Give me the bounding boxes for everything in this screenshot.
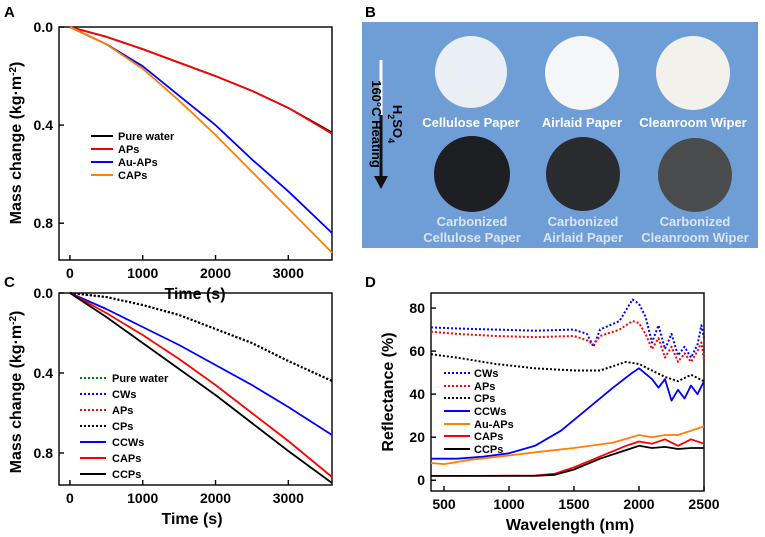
series-line-d-cws-dotted — [430, 298, 705, 359]
photo-label-carbonized-cleanroom: Cleanroom Wiper — [641, 230, 749, 245]
series-line-c-cws-dotted — [69, 292, 333, 382]
legend-label-d-ccps: CCPs — [474, 444, 503, 456]
legend-label-c-cws: CWs — [112, 389, 136, 401]
series-line-a-au-aps — [69, 26, 333, 234]
legend-a: Pure water APs Au-APs CAPs — [91, 131, 175, 182]
panel-label-a: A — [4, 4, 15, 21]
legend-label-c-ccps: CCPs — [112, 469, 141, 481]
photo-label-cellulose-paper: Cellulose Paper — [422, 115, 520, 130]
series-line-d-au-aps — [430, 425, 705, 466]
panel-label-c: C — [4, 274, 15, 291]
photo-panel: 160°C Heating H2SO4 Cellulose Paper Airl… — [362, 22, 758, 248]
photo-label-carbonized-3: Carbonized — [660, 214, 731, 229]
legend-label-d-ccws: CCWs — [474, 406, 506, 418]
y-tick-label-a-1: 0.4 — [34, 117, 54, 133]
legend-c: Pure water CWs APs CPs CCWs CAPs CCPs — [80, 373, 169, 481]
panel-label-b: B — [365, 4, 376, 21]
y-axis-label-c: Mass change (kg·m-2) — [8, 311, 26, 474]
series-line-a-caps — [69, 26, 333, 254]
photo-label-carbonized-2: Carbonized — [548, 214, 619, 229]
x-axis-label-c: Time (s) — [161, 511, 222, 528]
sample-disc-carbonized-cleanroom-wiper — [658, 138, 732, 212]
y-tick-label-a-0: 0.0 — [34, 19, 54, 35]
legend-d: CWs APs CPs CCWs Au-APs CAPs CCPs — [444, 368, 514, 456]
plot-frame-d — [430, 292, 705, 492]
sample-disc-cleanroom-wiper — [656, 36, 730, 110]
legend-label-d-au-aps: Au-APs — [474, 419, 514, 431]
legend-label-d-cps: CPs — [474, 393, 495, 405]
series-line-d-cps-dotted — [430, 353, 705, 383]
series-line-a-aps — [69, 26, 333, 135]
y-tick-label-d-4: 80 — [409, 300, 425, 316]
chart-c: 0 1000 2000 3000 0.0 0.4 0.8 Time (s) Mass cha… — [8, 285, 333, 528]
x-tick-label-c-1000: 1000 — [127, 490, 158, 506]
x-axis-label-d: Wavelength (nm) — [506, 517, 634, 534]
legend-label-caps: CAPs — [118, 170, 147, 182]
treatment-heat-label: 160°C Heating — [369, 80, 384, 168]
photo-label-airlaid-paper: Airlaid Paper — [542, 115, 622, 130]
y-tick-label-c-1: 0.4 — [34, 365, 54, 381]
series-line-c-aps-dotted — [69, 292, 333, 382]
legend-label-d-cws: CWs — [474, 368, 498, 380]
series-line-d-ccws — [431, 367, 705, 460]
sample-disc-cellulose-paper — [435, 36, 507, 108]
x-tick-label-d-2500: 2500 — [688, 496, 719, 512]
series-line-c-ccws — [69, 292, 333, 436]
y-axis-label-d: Reflectance (%) — [380, 332, 397, 451]
series-line-a-pure-water — [69, 26, 333, 134]
legend-label-d-caps: CAPs — [474, 431, 503, 443]
sample-disc-carbonized-airlaid-paper — [546, 137, 620, 211]
x-tick-label-a-0: 0 — [66, 265, 74, 281]
series-line-d-ccps — [431, 444, 704, 477]
legend-label-au-aps: Au-APs — [118, 157, 158, 169]
x-tick-label-c-3000: 3000 — [273, 490, 304, 506]
legend-label-c-caps: CAPs — [112, 453, 141, 465]
panel-label-d: D — [365, 274, 376, 291]
legend-label-d-aps: APs — [474, 381, 495, 393]
legend-label-c-ccws: CCWs — [112, 437, 144, 449]
plot-frame-c — [58, 292, 333, 486]
series-line-d-aps-dotted — [430, 320, 705, 363]
x-tick-label-a-1000: 1000 — [127, 265, 158, 281]
photo-label-carbonized-airlaid: Airlaid Paper — [543, 230, 623, 245]
y-tick-label-d-1: 20 — [409, 429, 425, 445]
legend-label-aps: APs — [118, 144, 139, 156]
series-line-c-pure-water-dotted — [69, 292, 333, 382]
x-tick-label-a-2000: 2000 — [200, 265, 231, 281]
x-tick-label-d-2000: 2000 — [623, 496, 654, 512]
x-tick-label-a-3000: 3000 — [273, 265, 304, 281]
y-tick-label-d-2: 40 — [409, 386, 425, 402]
chart-a: 0 1000 2000 3000 0.0 0.4 0.8 Time (s) Mass cha… — [8, 19, 333, 303]
x-axis-label-a: Time (s) — [164, 286, 225, 303]
plot-frame-a — [58, 26, 333, 261]
y-tick-label-d-3: 60 — [409, 343, 425, 359]
series-line-c-cps-dotted — [69, 292, 333, 382]
legend-label-pure-water: Pure water — [118, 131, 175, 143]
legend-label-c-cps: CPs — [112, 421, 133, 433]
photo-label-carbonized-cellulose: Cellulose Paper — [423, 230, 521, 245]
y-axis-label-a: Mass change (kg·m-2) — [8, 62, 26, 225]
y-tick-label-a-2: 0.8 — [34, 215, 54, 231]
legend-label-c-pure-water: Pure water — [112, 373, 169, 385]
x-tick-label-d-1000: 1000 — [493, 496, 524, 512]
y-tick-label-d-0: 0 — [417, 472, 425, 488]
y-tick-label-c-2: 0.8 — [34, 445, 54, 461]
x-tick-label-c-2000: 2000 — [200, 490, 231, 506]
treatment-arrow-head — [374, 176, 388, 189]
photo-label-cleanroom-wiper: Cleanroom Wiper — [639, 115, 747, 130]
x-tick-label-d-1500: 1500 — [558, 496, 589, 512]
chart-d: 500 1000 1500 2000 2500 0 20 40 60 80 Wavelength … — [380, 292, 720, 534]
treatment-acid-label: H2SO4 — [386, 105, 405, 143]
y-tick-label-c-0: 0.0 — [34, 285, 54, 301]
x-tick-label-c-0: 0 — [66, 490, 74, 506]
legend-label-c-aps: APs — [112, 405, 133, 417]
photo-label-carbonized-1: Carbonized — [437, 214, 508, 229]
series-line-c-caps — [69, 292, 333, 478]
sample-disc-carbonized-cellulose-paper — [434, 136, 510, 212]
sample-disc-airlaid-paper — [545, 36, 619, 110]
x-tick-label-d-500: 500 — [432, 496, 456, 512]
series-line-c-ccps — [69, 292, 333, 484]
